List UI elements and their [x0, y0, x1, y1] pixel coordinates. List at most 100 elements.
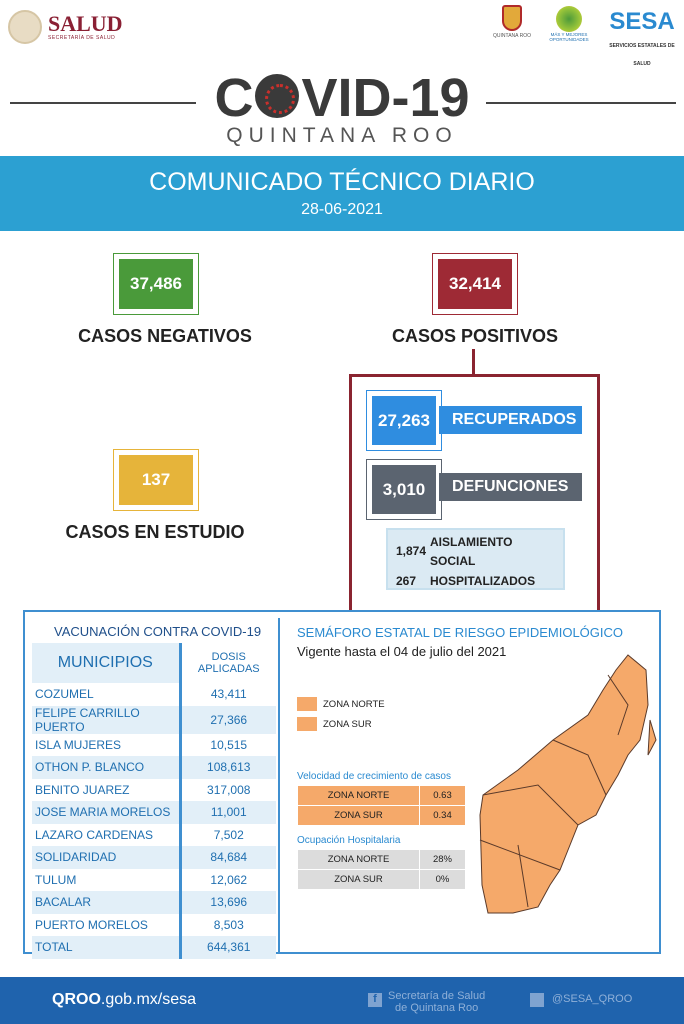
- zone-name: ZONA SUR: [297, 805, 420, 826]
- site-link[interactable]: QROO.gob.mx/sesa: [52, 991, 196, 1009]
- dosis-value: 7,502: [178, 823, 276, 846]
- zone-name: ZONA SUR: [297, 869, 420, 890]
- positivos-value: 32,414: [432, 253, 518, 315]
- zone-value: 0.63: [419, 785, 466, 806]
- facebook-icon[interactable]: f: [368, 993, 382, 1007]
- municipio-name: ISLA MUJERES: [35, 737, 122, 752]
- connector: [472, 349, 475, 374]
- dosis-value: 644,361: [178, 936, 276, 959]
- quintana-roo-logo: QUINTANA ROO: [487, 5, 537, 39]
- dosis-value: 11,001: [178, 801, 276, 824]
- legend-norte: ZONA NORTE: [297, 697, 385, 711]
- twitter-handle[interactable]: @SESA_QROO: [552, 993, 633, 1005]
- col-aplicadas: APLICADAS: [197, 663, 260, 675]
- municipio-name: FELIPE CARRILLO PUERTO: [32, 705, 180, 734]
- col-dosis: DOSIS: [211, 651, 246, 663]
- vacunacion-title: VACUNACIÓN CONTRA COVID-19: [54, 624, 262, 639]
- velocidad-table: ZONA NORTE 0.63 ZONA SUR 0.34: [297, 785, 466, 826]
- table-row: LAZARO CARDENAS 7,502: [32, 823, 276, 846]
- municipio-name: TULUM: [35, 872, 77, 887]
- table-header: MUNICIPIOS DOSIS APLICADAS: [32, 643, 276, 683]
- map-state: [479, 654, 649, 914]
- covid-title: C VID-19: [0, 70, 684, 126]
- table-row: PUERTO MORELOS 8,503: [32, 913, 276, 936]
- zone-value: 0.34: [419, 805, 466, 826]
- velocidad-title: Velocidad de crecimiento de casos: [297, 771, 451, 782]
- title-band: COMUNICADO TÉCNICO DIARIO 28-06-2021: [0, 156, 684, 231]
- estudio-label: CASOS EN ESTUDIO: [65, 522, 245, 542]
- table-row: ISLA MUJERES 10,515: [32, 733, 276, 756]
- recuperados-label: RECUPERADOS: [436, 406, 582, 434]
- table-row: OTHON P. BLANCO 108,613: [32, 756, 276, 779]
- sesa-title: SESA: [609, 8, 675, 35]
- twitter-icon[interactable]: [530, 993, 544, 1007]
- quintana-roo-map: [479, 654, 657, 914]
- legend-swatch: [297, 697, 317, 711]
- footer: QROO.gob.mx/sesa f Secretaría de Salud de…: [0, 977, 684, 1024]
- table-row: JOSE MARIA MORELOS 11,001: [32, 801, 276, 824]
- aislamiento-label: AISLAMIENTO: [430, 535, 513, 549]
- dosis-value: 84,684: [178, 846, 276, 869]
- municipio-name: BENITO JUAREZ: [35, 782, 130, 797]
- col-municipios: MUNICIPIOS: [32, 643, 180, 683]
- hospitalizados-label: HOSPITALIZADOS: [430, 574, 536, 588]
- site-rest: .gob.mx/sesa: [100, 991, 197, 1008]
- positivos-breakdown: [349, 374, 600, 614]
- divider: [278, 618, 280, 952]
- table-row: COZUMEL 43,411: [32, 683, 276, 706]
- dosis-value: 13,696: [178, 891, 276, 914]
- recuperados-value: 27,263: [366, 390, 442, 451]
- facebook-link[interactable]: Secretaría de Salud de Quintana Roo: [388, 990, 485, 1014]
- municipio-name: LAZARO CARDENAS: [35, 827, 154, 842]
- facebook-line2: de Quintana Roo: [395, 1002, 479, 1014]
- dosis-value: 8,503: [178, 913, 276, 936]
- ocupacion-title: Ocupación Hospitalaria: [297, 835, 401, 846]
- virus-icon: [255, 74, 300, 118]
- salud-logo: SALUD SECRETARÍA DE SALUD: [8, 10, 123, 44]
- dosis-value: 43,411: [178, 683, 276, 706]
- legend-sur: ZONA SUR: [297, 717, 372, 731]
- dosis-value: 10,515: [178, 733, 276, 756]
- zone-value: 0%: [419, 869, 466, 890]
- aislamiento-value: 1,874: [396, 544, 427, 558]
- municipio-name: SOLIDARIDAD: [32, 846, 180, 869]
- zone-name: ZONA NORTE: [297, 849, 420, 870]
- sesa-logo: SESA SERVICIOS ESTATALES DE SALUD: [600, 10, 684, 70]
- table-row: ZONA SUR 0%: [297, 869, 466, 890]
- municipio-name: TOTAL: [32, 936, 180, 959]
- legend-label: ZONA SUR: [323, 718, 372, 730]
- positivos-label: CASOS POSITIVOS: [391, 326, 559, 346]
- dosis-value: 27,366: [178, 705, 276, 734]
- municipio-name: BACALAR: [32, 891, 180, 914]
- semaforo-title: SEMÁFORO ESTATAL DE RIESGO EPIDEMIOLÓGIC…: [297, 625, 624, 640]
- zone-name: ZONA NORTE: [297, 785, 420, 806]
- qroo-label: QUINTANA ROO: [493, 33, 531, 39]
- tree-label: MÁS Y MEJORES OPORTUNIDADES: [549, 32, 589, 42]
- table-row: ZONA NORTE 0.63: [297, 785, 466, 806]
- sesa-subtitle: SERVICIOS ESTATALES DE SALUD: [609, 43, 675, 67]
- hospitalizados-value: 267: [396, 574, 417, 588]
- divider: [486, 102, 676, 104]
- zone-value: 28%: [419, 849, 466, 870]
- site-bold: QROO: [52, 991, 101, 1008]
- region-title: QUINTANA ROO: [226, 124, 458, 147]
- legend-swatch: [297, 717, 317, 731]
- divider: [10, 102, 196, 104]
- municipio-name: JOSE MARIA MORELOS: [32, 801, 180, 824]
- table-row: TOTAL 644,361: [32, 936, 276, 959]
- covid-c: C: [214, 68, 254, 128]
- ocupacion-table: ZONA NORTE 28% ZONA SUR 0%: [297, 849, 466, 890]
- dosis-value: 317,008: [178, 778, 276, 801]
- subcases-box: 1,874 AISLAMIENTO SOCIAL 267 HOSPITALIZA…: [386, 528, 565, 590]
- municipio-name: PUERTO MORELOS: [35, 917, 148, 932]
- band-title: COMUNICADO TÉCNICO DIARIO: [149, 168, 535, 196]
- salud-subtitle: SECRETARÍA DE SALUD: [48, 35, 116, 41]
- table-row: ZONA NORTE 28%: [297, 849, 466, 870]
- table-row: ZONA SUR 0.34: [297, 805, 466, 826]
- defunciones-label: DEFUNCIONES: [436, 473, 582, 501]
- map-borders: [479, 674, 629, 908]
- salud-title: SALUD: [48, 11, 123, 36]
- vacunacion-table: MUNICIPIOS DOSIS APLICADAS COZUMEL 43,411 FE…: [32, 643, 276, 959]
- report-date: 28-06-2021: [301, 201, 383, 218]
- legend-label: ZONA NORTE: [323, 698, 385, 710]
